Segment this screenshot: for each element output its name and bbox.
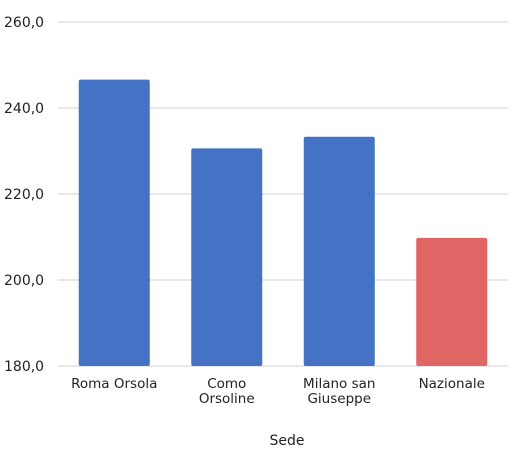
bars [78, 79, 488, 367]
x-tick-label: Roma Orsola [71, 376, 157, 392]
x-axis-ticks: Roma Orsola Como Orsoline Milano san Giusepp… [71, 376, 485, 407]
y-tick-label: 240,0 [4, 101, 44, 117]
bar-roma-orsola [78, 79, 150, 367]
y-axis-ticks: 180,0 200,0 220,0 240,0 260,0 [4, 15, 44, 375]
y-tick-label: 220,0 [4, 187, 44, 203]
x-tick-label: Nazionale [419, 376, 485, 392]
y-tick-label: 200,0 [4, 273, 44, 289]
bar-como-orsoline [191, 148, 263, 366]
y-tick-label: 180,0 [4, 359, 44, 375]
x-axis-title: Sede [270, 433, 305, 449]
y-tick-label: 260,0 [4, 15, 44, 31]
bar-nazionale [416, 237, 488, 366]
bar-milano-san-giuseppe [303, 136, 375, 366]
x-tick-label: Milano san Giuseppe [303, 376, 375, 407]
x-tick-label: Como Orsoline [199, 376, 255, 407]
